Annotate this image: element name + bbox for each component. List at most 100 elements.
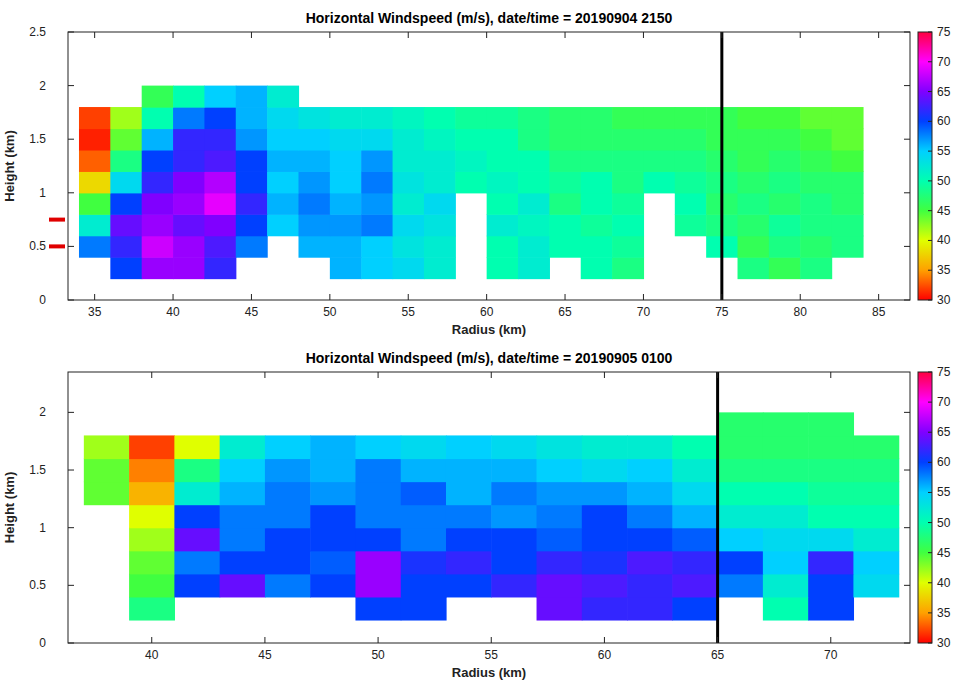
x-tick <box>491 637 492 643</box>
cell <box>763 574 809 598</box>
cell <box>355 597 401 621</box>
cell <box>718 412 764 436</box>
cell <box>236 107 268 129</box>
cell <box>236 236 268 258</box>
x-tick-label: 55 <box>402 305 416 319</box>
cell <box>853 482 899 506</box>
x-tick <box>173 32 174 38</box>
cell <box>581 193 613 215</box>
cell <box>808 435 854 459</box>
cell <box>537 458 583 482</box>
frame <box>68 32 910 300</box>
cell <box>675 107 707 129</box>
y-tick <box>904 470 910 471</box>
y-tick <box>904 643 910 644</box>
cell <box>173 107 205 129</box>
cell <box>393 150 425 172</box>
cell <box>675 128 707 150</box>
cell <box>549 193 581 215</box>
x-axis-title: Radius (km) <box>452 322 526 337</box>
x-tick-label: 35 <box>88 305 102 319</box>
cell <box>487 236 519 258</box>
cell <box>173 150 205 172</box>
colorbar-tick-label: 60 <box>937 455 951 469</box>
x-tick <box>721 294 722 300</box>
cell <box>832 193 864 215</box>
cell <box>220 458 266 482</box>
cell <box>298 193 330 215</box>
colorbar-tick-label: 65 <box>937 425 951 439</box>
cell <box>808 597 854 621</box>
vertical-line <box>716 372 719 643</box>
cell <box>763 505 809 529</box>
x-tick <box>800 32 801 38</box>
cell <box>265 574 311 598</box>
cell <box>110 128 142 150</box>
cell <box>310 482 356 506</box>
cell <box>84 435 130 459</box>
cell <box>204 128 236 150</box>
cell <box>310 528 356 552</box>
cell <box>627 435 673 459</box>
x-tick <box>94 32 95 38</box>
cell <box>853 574 899 598</box>
x-tick-label: 85 <box>872 305 886 319</box>
x-tick-label: 65 <box>711 648 725 662</box>
cell <box>675 193 707 215</box>
cell <box>518 236 550 258</box>
cell <box>491 482 537 506</box>
cell <box>393 257 425 279</box>
cell <box>738 257 770 279</box>
cell <box>204 257 236 279</box>
cell <box>330 193 362 215</box>
x-tick <box>151 372 152 378</box>
colorbar-tick-label: 75 <box>937 365 951 379</box>
cell <box>612 236 644 258</box>
cell <box>174 435 220 459</box>
cell <box>204 236 236 258</box>
cell <box>330 128 362 150</box>
cell <box>455 150 487 172</box>
cell <box>487 128 519 150</box>
cell <box>401 528 447 552</box>
cell <box>236 128 268 150</box>
cell <box>487 257 519 279</box>
cell <box>298 171 330 193</box>
cell <box>808 528 854 552</box>
cells <box>79 32 864 300</box>
y-tick <box>68 585 74 586</box>
cell <box>718 551 764 575</box>
cell <box>518 107 550 129</box>
panel: Horizontal Windspeed (m/s), date/time = … <box>2 10 951 337</box>
cell <box>220 505 266 529</box>
y-tick-label: 1.5 <box>29 132 46 146</box>
cell <box>672 482 718 506</box>
cell <box>643 128 675 150</box>
cell <box>265 435 311 459</box>
cell <box>220 435 266 459</box>
x-tick-label: 50 <box>371 648 385 662</box>
cell <box>79 128 111 150</box>
cell <box>518 128 550 150</box>
cell <box>853 435 899 459</box>
cell <box>310 435 356 459</box>
cell <box>549 107 581 129</box>
cell <box>267 171 299 193</box>
y-tick-label: 1.5 <box>29 463 46 477</box>
cell <box>675 214 707 236</box>
y-tick-label: 0 <box>39 293 46 307</box>
cell <box>549 171 581 193</box>
cell <box>79 171 111 193</box>
colorbar-tick-label: 40 <box>937 233 951 247</box>
height-marker <box>49 244 65 248</box>
y-tick <box>68 643 74 644</box>
cell <box>142 257 174 279</box>
x-tick <box>565 32 566 38</box>
cell <box>110 150 142 172</box>
cell <box>738 150 770 172</box>
x-tick <box>643 32 644 38</box>
cell <box>174 528 220 552</box>
cell <box>129 551 175 575</box>
cell <box>672 528 718 552</box>
cell <box>582 528 628 552</box>
